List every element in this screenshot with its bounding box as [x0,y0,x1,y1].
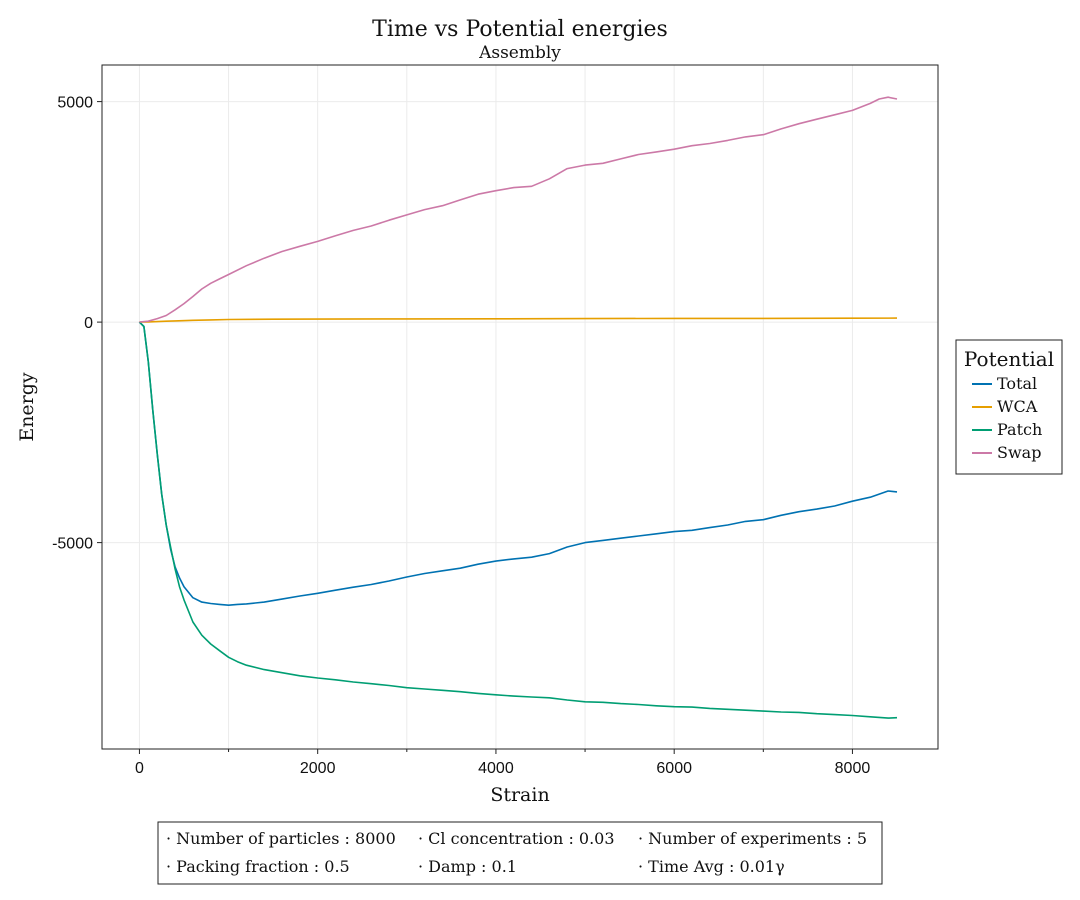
legend-label: Swap [997,443,1041,462]
series-line-swap [139,96,898,323]
x-tick-label: 2000 [300,760,336,777]
series-line-total [138,321,898,606]
legend-label: Patch [997,420,1042,439]
x-axis-label: Strain [490,784,549,806]
chart-title: Time vs Potential energies [372,17,668,42]
legend-title: Potential [964,347,1054,371]
plot-frame [101,64,939,750]
parameter-item: · Packing fraction : 0.5 [166,857,350,876]
grid-lines [102,65,938,749]
parameters-items: · Number of particles : 8000 · Cl concent… [166,829,867,876]
x-tick-label: 8000 [835,760,871,777]
chart-subtitle: Assembly [478,43,561,63]
series-line-wca [139,317,898,323]
y-tick-label: 0 [84,315,93,332]
parameters-box-frame [157,821,883,885]
series-line-patch [138,321,898,719]
legend-label: WCA [997,397,1038,416]
parameters-box: · Number of particles : 8000 · Cl concent… [157,821,883,885]
parameter-item: · Cl concentration : 0.03 [418,829,615,848]
y-tick-label: 5000 [57,95,93,112]
y-tick-label: -5000 [52,536,93,553]
axis-ticks: 0 2000 4000 6000 8000 5000 0 -5000 [52,95,870,777]
series-lines [138,96,898,719]
legend-label: Total [997,374,1037,393]
legend: Potential Total WCA Patch Swap [955,339,1063,475]
y-axis-label: Energy [16,372,38,442]
x-tick-label: 6000 [656,760,692,777]
x-tick-label: 4000 [478,760,514,777]
parameter-item: · Damp : 0.1 [418,857,517,876]
parameter-item: · Time Avg : 0.01γ [638,857,785,876]
x-tick-label: 0 [135,760,144,777]
parameter-item: · Number of particles : 8000 [166,829,396,848]
parameter-item: · Number of experiments : 5 [638,829,867,848]
legend-items: Total WCA Patch Swap [972,374,1042,462]
